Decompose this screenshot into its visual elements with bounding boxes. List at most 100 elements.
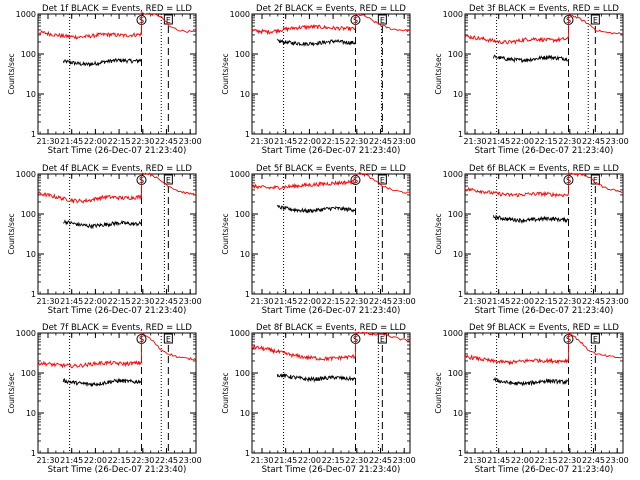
y-axis-label: Counts/sec <box>7 372 16 413</box>
x-tick-label: 22:15 <box>108 456 131 465</box>
x-tick-label: 22:30 <box>345 297 368 306</box>
lld-series-line <box>464 13 624 45</box>
x-axis-label: Start Time (26-Dec-07 21:23:40) <box>262 306 401 316</box>
y-tick-label: 10 <box>240 90 250 99</box>
x-tick-label: 22:15 <box>322 456 345 465</box>
x-tick-label: 22:00 <box>298 297 321 306</box>
plot-frame <box>464 173 624 295</box>
plot-frame <box>37 332 197 454</box>
end-marker-box <box>590 14 600 25</box>
x-tick-label: 23:00 <box>179 137 202 146</box>
x-tick-label: 22:30 <box>558 456 581 465</box>
x-tick-label: 22:45 <box>155 456 178 465</box>
x-tick-label: 22:00 <box>511 137 534 146</box>
lld-series-line <box>464 332 624 366</box>
events-series-line <box>62 377 142 388</box>
y-axis-label: Counts/sec <box>221 213 230 254</box>
x-tick-label: 21:45 <box>487 137 510 146</box>
x-tick-label: 23:00 <box>606 297 629 306</box>
x-tick-label: 22:00 <box>511 456 534 465</box>
y-tick-label: 1000 <box>443 10 463 19</box>
end-marker-box <box>590 174 600 185</box>
x-tick-label: 23:00 <box>393 137 416 146</box>
y-axis-label: Counts/sec <box>221 372 230 413</box>
x-axis-label: Start Time (26-Dec-07 21:23:40) <box>48 306 187 316</box>
y-tick-label: 10 <box>26 90 36 99</box>
x-tick-label: 22:00 <box>84 137 107 146</box>
x-tick-label: 21:45 <box>60 297 83 306</box>
plot-frame <box>251 13 411 135</box>
y-tick-label: 1 <box>245 130 250 139</box>
x-tick-label: 21:30 <box>463 297 486 306</box>
y-axis-label: Counts/sec <box>434 53 443 94</box>
x-tick-label: 23:00 <box>179 456 202 465</box>
x-tick-label: 22:30 <box>131 456 154 465</box>
x-tick-label: 21:30 <box>36 456 59 465</box>
x-tick-label: 22:00 <box>298 137 321 146</box>
lld-series-line <box>37 12 197 40</box>
plot-frame <box>251 332 411 454</box>
events-series-line <box>492 54 569 63</box>
y-tick-label: 10 <box>26 409 36 418</box>
panel-det-6: Det 6f BLACK = Events, RED = LLD 1 10 100 10… <box>434 164 629 316</box>
x-tick-label: 22:30 <box>558 297 581 306</box>
lld-series-line <box>464 171 624 199</box>
y-tick-label: 1000 <box>16 10 36 19</box>
x-axis-label: Start Time (26-Dec-07 21:23:40) <box>475 465 614 475</box>
x-tick-label: 22:45 <box>369 297 392 306</box>
x-tick-label: 22:45 <box>155 137 178 146</box>
end-marker-label: E <box>380 176 385 185</box>
y-tick-label: 100 <box>235 210 250 219</box>
panel-det-9: Det 9f BLACK = Events, RED = LLD 1 10 100 10… <box>434 323 629 475</box>
panel-title: Det 4f BLACK = Events, RED = LLD <box>42 164 192 174</box>
end-marker-label: E <box>593 176 598 185</box>
x-tick-label: 23:00 <box>393 456 416 465</box>
x-axis-label: Start Time (26-Dec-07 21:23:40) <box>48 146 187 156</box>
end-marker-box <box>377 14 387 25</box>
x-tick-label: 23:00 <box>606 137 629 146</box>
events-series-line <box>493 376 569 387</box>
lld-series-line <box>251 331 411 362</box>
x-tick-label: 22:15 <box>322 297 345 306</box>
events-series-line <box>62 57 142 68</box>
panel-title: Det 8f BLACK = Events, RED = LLD <box>256 323 406 333</box>
panel-det-1: Det 1f BLACK = Events, RED = LLD 1 10 100 10… <box>7 4 202 156</box>
panel-det-2: Det 2f BLACK = Events, RED = LLD 1 10 100 10… <box>221 4 416 156</box>
lld-series-line <box>251 172 411 194</box>
x-tick-label: 23:00 <box>179 297 202 306</box>
y-tick-label: 100 <box>21 210 36 219</box>
y-tick-label: 100 <box>235 50 250 59</box>
events-series-line <box>276 38 356 47</box>
end-marker-label: E <box>593 16 598 25</box>
end-marker-label: E <box>593 335 598 344</box>
x-tick-label: 23:00 <box>393 297 416 306</box>
x-tick-label: 21:45 <box>487 456 510 465</box>
x-axis-label: Start Time (26-Dec-07 21:23:40) <box>475 146 614 156</box>
x-axis-label: Start Time (26-Dec-07 21:23:40) <box>475 306 614 316</box>
panel-title: Det 6f BLACK = Events, RED = LLD <box>469 164 619 174</box>
x-tick-label: 23:00 <box>606 456 629 465</box>
events-series-line <box>276 373 356 383</box>
end-marker-label: E <box>166 335 171 344</box>
y-tick-label: 100 <box>448 369 463 378</box>
panel-title: Det 5f BLACK = Events, RED = LLD <box>256 164 406 174</box>
x-tick-label: 22:45 <box>369 456 392 465</box>
y-tick-label: 100 <box>448 210 463 219</box>
x-axis-label: Start Time (26-Dec-07 21:23:40) <box>262 465 401 475</box>
end-marker-box <box>590 333 600 344</box>
y-tick-label: 1 <box>31 290 36 299</box>
panel-det-4: Det 4f BLACK = Events, RED = LLD 1 10 100 10… <box>7 164 202 316</box>
x-tick-label: 22:00 <box>84 456 107 465</box>
events-series-line <box>276 204 356 214</box>
x-tick-label: 21:30 <box>250 456 273 465</box>
x-tick-label: 21:30 <box>463 456 486 465</box>
x-tick-label: 22:30 <box>131 137 154 146</box>
x-tick-label: 22:45 <box>155 297 178 306</box>
end-marker-box <box>377 333 387 344</box>
y-tick-label: 1 <box>245 290 250 299</box>
y-tick-label: 1000 <box>230 10 250 19</box>
lld-series-line <box>37 172 197 204</box>
y-tick-label: 1000 <box>230 170 250 179</box>
y-tick-label: 10 <box>453 250 463 259</box>
end-marker-label: E <box>380 335 385 344</box>
